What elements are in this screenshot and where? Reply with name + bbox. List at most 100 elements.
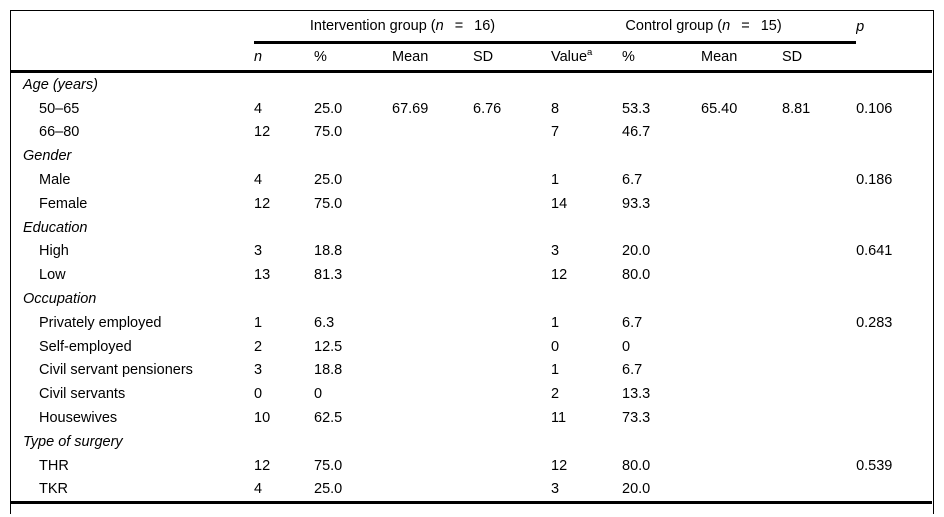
cell-sd1 [473, 240, 551, 264]
p-column-header: p [856, 18, 865, 35]
cell-mean2 [701, 287, 782, 311]
cell-mean1 [392, 240, 473, 264]
cell-mean1 [392, 454, 473, 478]
cell-p: 0.283 [856, 314, 893, 331]
cell-mean1 [392, 335, 473, 359]
table-frame: Intervention group (n = 16) Control group … [10, 10, 934, 515]
table-row: Self-employed 2 12.5 0 0 [11, 335, 932, 359]
cell-sd1 [473, 382, 551, 406]
group-count: 16) [474, 18, 496, 34]
section-row: Age (years) [11, 72, 932, 97]
cell-n: 13 [254, 267, 271, 284]
cell-sd2 [782, 121, 856, 145]
cell-p: 0.539 [856, 457, 893, 474]
cell-sd1 [473, 311, 551, 335]
cell-n [254, 287, 314, 311]
cell-mean1 [392, 168, 473, 192]
group-n-symbol: n [722, 18, 731, 34]
section-label: Age (years) [23, 76, 98, 93]
cell-value: 1 [551, 362, 560, 379]
section-label: Occupation [23, 291, 97, 308]
cell-p [856, 335, 932, 359]
cell-pct2: 6.7 [622, 172, 643, 189]
col-header-pct2: % [622, 42, 702, 73]
cell-n [254, 144, 314, 168]
cell-mean2 [701, 430, 782, 454]
empty-corner-cell [11, 11, 254, 43]
cell-sd2 [782, 192, 856, 216]
table-row: THR 12 75.0 12 80.0 0.539 [11, 454, 932, 478]
cell-n: 1 [254, 314, 263, 331]
cell-n: 3 [254, 243, 263, 260]
cell-pct2 [622, 216, 701, 240]
cell-mean1 [392, 478, 473, 503]
cell-mean2 [701, 72, 782, 97]
row-label: Privately employed [39, 314, 162, 331]
cell-pct2: 80.0 [622, 267, 651, 284]
cell-value: 2 [551, 386, 560, 403]
col-header-value: Valuea [551, 42, 623, 73]
row-label: Civil servants [39, 386, 126, 403]
empty-corner-cell [11, 42, 254, 73]
cell-value: 1 [551, 314, 560, 331]
cell-mean1 [392, 359, 473, 383]
cell-pct2 [622, 430, 701, 454]
row-label: 66–80 [39, 124, 80, 141]
cell-p [856, 263, 932, 287]
cell-mean2 [701, 359, 782, 383]
cell-value: 8 [551, 100, 560, 117]
row-label: High [39, 243, 69, 260]
cell-mean1 [392, 72, 473, 97]
cell-mean2 [701, 382, 782, 406]
cell-n [254, 216, 314, 240]
row-label: TKR [39, 481, 68, 498]
cell-mean1 [392, 121, 473, 145]
cell-p: 0.186 [856, 172, 893, 189]
cell-pct2: 13.3 [622, 386, 651, 403]
cell-pct1: 25.0 [314, 100, 343, 117]
cell-pct1 [314, 287, 392, 311]
cell-n: 0 [254, 386, 263, 403]
row-label: Male [39, 172, 71, 189]
cell-mean1 [392, 430, 473, 454]
section-label: Type of surgery [23, 433, 123, 450]
cell-sd2 [782, 216, 856, 240]
footnote-marker-a: a [587, 47, 593, 59]
cell-sd1 [473, 168, 551, 192]
cell-n: 4 [254, 481, 263, 498]
cell-value: 1 [551, 172, 560, 189]
cell-n: 4 [254, 100, 263, 117]
cell-mean1 [392, 382, 473, 406]
cell-sd2 [782, 430, 856, 454]
cell-n [254, 430, 314, 454]
cell-p [856, 216, 932, 240]
cell-value: 11 [551, 410, 567, 427]
cell-n: 3 [254, 362, 263, 379]
cell-sd2 [782, 335, 856, 359]
section-row: Type of surgery [11, 430, 932, 454]
cell-pct2: 93.3 [622, 195, 651, 212]
table-row: Female 12 75.0 14 93.3 [11, 192, 932, 216]
cell-mean1 [392, 263, 473, 287]
cell-p [856, 192, 932, 216]
cell-sd1 [473, 263, 551, 287]
subheader-row: n % Mean SD Valuea % Mean SD [11, 42, 933, 73]
cell-value: 0 [551, 338, 560, 355]
group-label-text: Control group ( [625, 18, 723, 34]
baseline-characteristics-table: Intervention group (n = 16) Control group … [11, 11, 933, 505]
table-row: 50–65 4 25.0 67.69 6.76 8 53.3 65.40 8.81 0.106 [11, 97, 932, 121]
cell-sd1 [473, 216, 551, 240]
cell-n: 12 [254, 195, 271, 212]
cell-mean2 [701, 240, 782, 264]
cell-sd2 [782, 240, 856, 264]
cell-mean2 [701, 335, 782, 359]
col-header-sd2: SD [782, 42, 857, 73]
row-label: Female [39, 195, 88, 212]
cell-sd1 [473, 121, 551, 145]
cell-value [551, 216, 622, 240]
cell-pct1: 0 [314, 386, 323, 403]
cell-mean2 [701, 144, 782, 168]
col-header-mean1: Mean [392, 42, 473, 73]
cell-mean1 [392, 216, 473, 240]
cell-value [551, 72, 622, 97]
